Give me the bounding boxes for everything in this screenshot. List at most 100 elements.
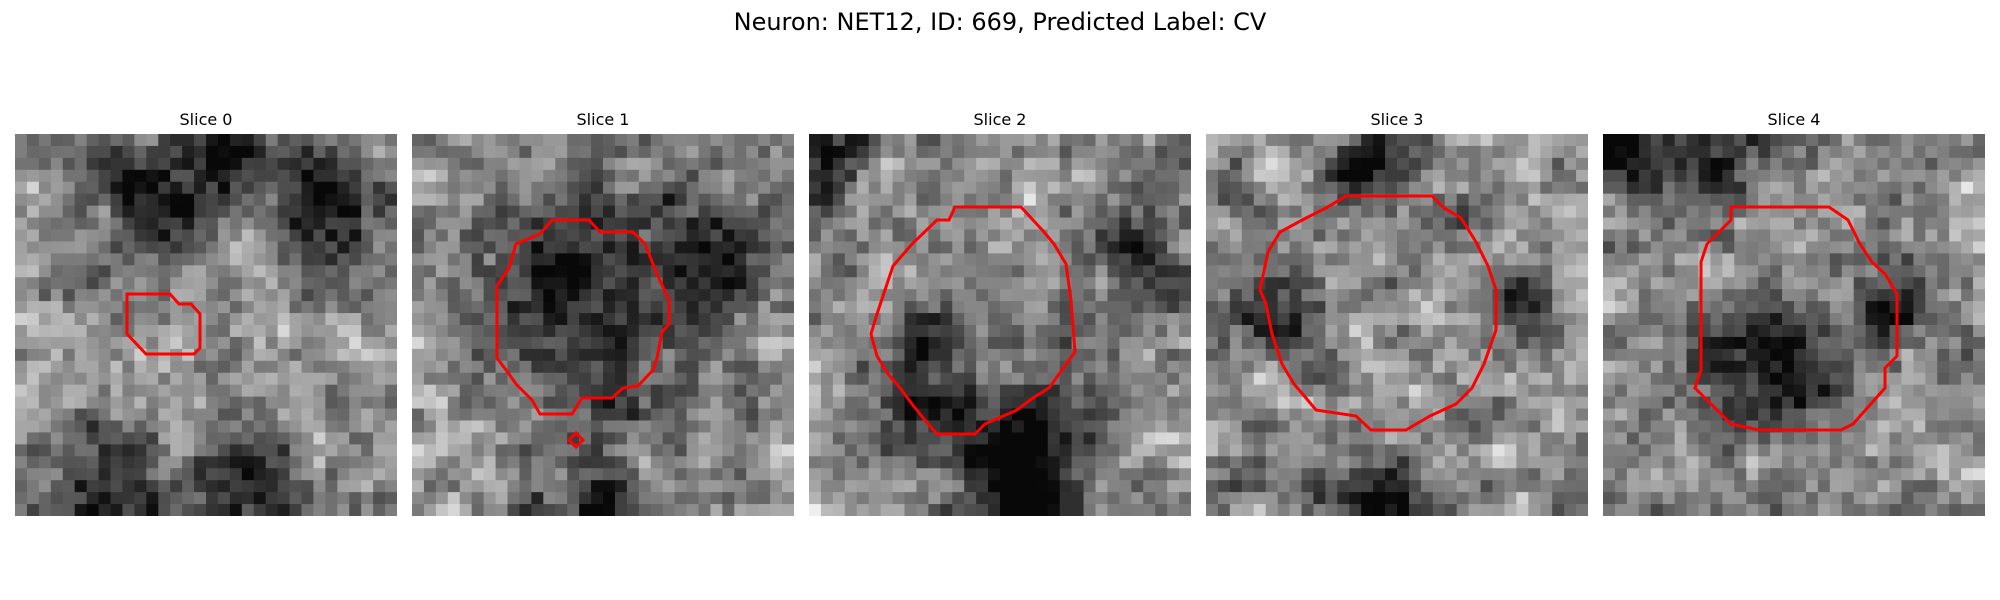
pixel bbox=[1083, 157, 1097, 171]
pixel bbox=[1206, 265, 1219, 278]
pixel bbox=[916, 432, 929, 445]
pixel bbox=[614, 360, 628, 374]
pixel bbox=[1253, 205, 1267, 219]
pixel bbox=[988, 217, 1001, 231]
pixel bbox=[976, 396, 989, 410]
pixel bbox=[1949, 253, 1962, 266]
pixel bbox=[1468, 157, 1482, 171]
pixel bbox=[1614, 205, 1628, 219]
pixel bbox=[1301, 301, 1315, 314]
pixel bbox=[1937, 253, 1950, 266]
pixel bbox=[964, 504, 977, 516]
pixel bbox=[1337, 289, 1350, 302]
pixel bbox=[1805, 289, 1819, 302]
pixel bbox=[1277, 396, 1291, 410]
pixel bbox=[1794, 432, 1807, 445]
pixel bbox=[856, 313, 870, 326]
pixel bbox=[1949, 408, 1962, 422]
pixel bbox=[1119, 157, 1132, 171]
pixel bbox=[1961, 277, 1974, 290]
pixel bbox=[1480, 229, 1494, 243]
pixel bbox=[1805, 325, 1819, 338]
pixel bbox=[1301, 181, 1315, 195]
pixel bbox=[1841, 181, 1855, 195]
pixel bbox=[1241, 480, 1255, 493]
pixel bbox=[1241, 360, 1255, 374]
pixel bbox=[1000, 456, 1013, 469]
pixel bbox=[1265, 468, 1279, 481]
pixel bbox=[435, 253, 449, 266]
pixel bbox=[337, 456, 350, 469]
pixel bbox=[770, 169, 783, 183]
pixel bbox=[1229, 289, 1243, 302]
pixel bbox=[916, 384, 929, 398]
pixel bbox=[1925, 325, 1938, 338]
pixel bbox=[1229, 384, 1243, 398]
pixel bbox=[1277, 444, 1291, 457]
pixel bbox=[1638, 145, 1652, 159]
pixel bbox=[289, 277, 303, 290]
pixel bbox=[603, 468, 616, 481]
pixel bbox=[1155, 217, 1168, 231]
pixel bbox=[1504, 265, 1517, 278]
pixel bbox=[447, 360, 461, 374]
pixel bbox=[241, 134, 255, 147]
pixel bbox=[1528, 157, 1541, 171]
slice-image-svg bbox=[412, 134, 794, 516]
pixel bbox=[1229, 456, 1243, 469]
pixel bbox=[1167, 134, 1180, 147]
pixel bbox=[579, 205, 592, 219]
pixel bbox=[782, 408, 794, 422]
slice-title: Slice 0 bbox=[179, 110, 233, 129]
pixel bbox=[1241, 396, 1255, 410]
pixel bbox=[170, 169, 183, 183]
pixel bbox=[710, 492, 723, 505]
pixel bbox=[1626, 408, 1640, 422]
pixel bbox=[301, 384, 315, 398]
pixel bbox=[1107, 313, 1120, 326]
pixel bbox=[471, 492, 485, 505]
pixel bbox=[1877, 420, 1891, 434]
pixel bbox=[856, 420, 870, 434]
pixel bbox=[194, 193, 207, 207]
pixel bbox=[1289, 289, 1303, 302]
pixel bbox=[26, 456, 40, 469]
pixel bbox=[543, 181, 556, 195]
pixel bbox=[1734, 169, 1747, 183]
pixel bbox=[1071, 277, 1085, 290]
pixel bbox=[1265, 134, 1279, 147]
pixel bbox=[301, 432, 315, 445]
pixel bbox=[809, 456, 822, 469]
pixel bbox=[471, 205, 485, 219]
pixel bbox=[122, 193, 135, 207]
pixel bbox=[710, 325, 723, 338]
pixel bbox=[361, 396, 374, 410]
pixel bbox=[1059, 229, 1073, 243]
pixel bbox=[1564, 432, 1577, 445]
pixel bbox=[1313, 348, 1326, 362]
pixel bbox=[1603, 145, 1616, 159]
pixel bbox=[1131, 313, 1144, 326]
pixel bbox=[543, 504, 556, 516]
pixel bbox=[1603, 313, 1616, 326]
pixel bbox=[1206, 492, 1219, 505]
pixel bbox=[638, 301, 652, 314]
pixel bbox=[1674, 456, 1688, 469]
pixel bbox=[710, 241, 723, 254]
pixel bbox=[1492, 456, 1506, 469]
pixel bbox=[38, 134, 52, 147]
pixel bbox=[976, 444, 989, 457]
pixel bbox=[1035, 325, 1049, 338]
pixel bbox=[1913, 181, 1926, 195]
pixel bbox=[206, 145, 219, 159]
pixel bbox=[62, 432, 76, 445]
pixel bbox=[1698, 217, 1712, 231]
pixel bbox=[1313, 492, 1326, 505]
pixel bbox=[1217, 181, 1231, 195]
pixel bbox=[880, 313, 894, 326]
pixel bbox=[614, 265, 628, 278]
pixel bbox=[638, 205, 652, 219]
pixel bbox=[1480, 289, 1494, 302]
pixel bbox=[447, 432, 461, 445]
pixel bbox=[758, 229, 771, 243]
